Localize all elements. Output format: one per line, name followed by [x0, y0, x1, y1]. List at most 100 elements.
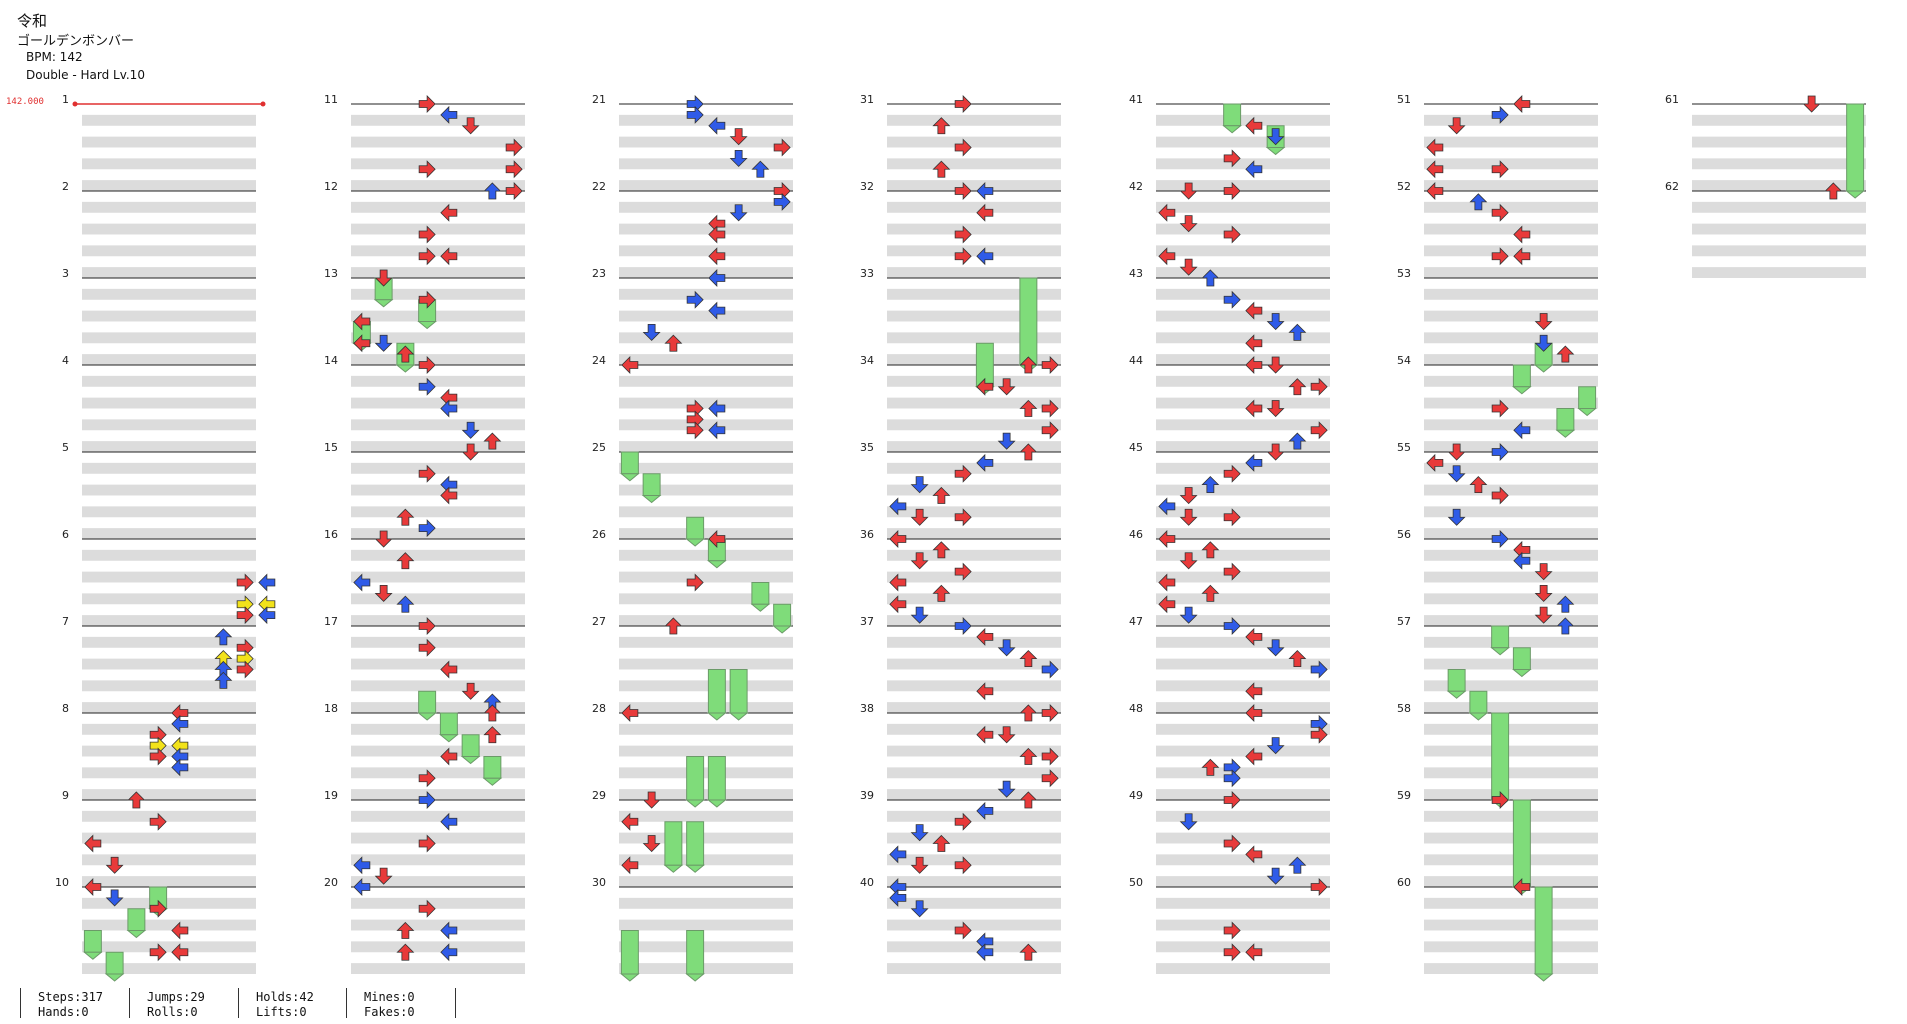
hold-tail: [685, 864, 705, 873]
measure-number: 27: [592, 615, 606, 628]
measure-number: 25: [592, 441, 606, 454]
beat-stripe: [1156, 245, 1330, 257]
beat-stripe: [1424, 245, 1598, 257]
down-arrow-icon: [1179, 552, 1198, 570]
down-arrow-icon: [374, 269, 393, 287]
measure-number: 31: [860, 93, 874, 106]
beat-stripe: [1692, 267, 1866, 278]
beat-stripe: [351, 245, 525, 257]
beat-stripe: [82, 201, 256, 213]
hold-tail: [685, 973, 705, 982]
left-arrow-icon: [889, 595, 907, 614]
down-arrow-icon: [1266, 867, 1285, 885]
beat-stripe: [619, 441, 793, 452]
beat-stripe: [82, 876, 256, 887]
beat-stripe: [351, 158, 525, 170]
down-arrow-icon: [374, 867, 393, 885]
beat-stripe: [887, 941, 1061, 953]
beat-stripe: [887, 397, 1061, 409]
hold-tail: [1845, 190, 1865, 199]
beat-stripe: [1156, 702, 1330, 713]
right-arrow-icon: [418, 356, 436, 374]
beat-stripe: [887, 745, 1061, 757]
hold-body: [1491, 712, 1510, 801]
beat-stripe: [887, 789, 1061, 800]
hold-body: [620, 451, 639, 475]
beat-stripe: [1424, 549, 1598, 561]
beat-stripe: [1424, 267, 1598, 278]
beat-stripe: [887, 897, 1061, 909]
hold-tail: [1577, 407, 1597, 417]
step-chart: 1234567891011121314151617181920212223242…: [55, 93, 1866, 982]
beat-stripe: [887, 201, 1061, 213]
hold-tail: [1446, 690, 1467, 699]
left-arrow-icon: [889, 845, 907, 864]
hold-body: [664, 821, 683, 866]
beat-stripe: [1156, 919, 1330, 931]
beat-stripe: [887, 571, 1061, 583]
beat-stripe: [1156, 332, 1330, 344]
up-arrow-icon: [1201, 476, 1220, 494]
measure-number: 55: [1397, 441, 1411, 454]
left-arrow-icon: [1245, 845, 1263, 864]
right-arrow-icon: [1491, 247, 1509, 266]
left-arrow-icon: [84, 834, 102, 853]
up-arrow-icon: [932, 541, 951, 559]
beat-stripe: [82, 419, 256, 431]
down-arrow-icon: [1534, 313, 1553, 331]
right-arrow-icon: [418, 225, 436, 244]
beat-stripe: [1424, 528, 1598, 539]
up-arrow-icon: [214, 628, 233, 646]
measure-number: 54: [1397, 354, 1411, 367]
down-arrow-icon: [910, 552, 929, 570]
hold-tail: [460, 755, 481, 765]
beat-stripe: [1692, 223, 1866, 235]
measure-number: 19: [324, 789, 338, 802]
beat-stripe: [351, 397, 525, 409]
beat-stripe: [351, 506, 525, 518]
beat-stripe: [82, 484, 256, 496]
up-arrow-icon: [1019, 399, 1038, 417]
right-arrow-icon: [954, 225, 972, 244]
left-arrow-icon: [976, 725, 994, 744]
beat-stripe: [1424, 158, 1598, 170]
measure-number: 8: [62, 702, 69, 715]
down-arrow-icon: [1266, 356, 1285, 374]
beat-stripe: [351, 288, 525, 300]
hold-body: [1447, 669, 1466, 692]
measure-number: 46: [1129, 528, 1143, 541]
beat-stripe: [1156, 354, 1330, 365]
beat-stripe: [351, 702, 525, 713]
beat-stripe: [82, 810, 256, 822]
hold-tail: [663, 864, 684, 873]
left-arrow-icon: [621, 704, 639, 722]
beat-stripe: [1424, 702, 1598, 713]
hold-tail: [1512, 386, 1532, 395]
left-arrow-icon: [976, 247, 994, 266]
hold-tail: [685, 799, 705, 808]
up-arrow-icon: [396, 943, 415, 961]
down-arrow-icon: [1179, 487, 1198, 505]
beat-stripe: [619, 354, 793, 365]
left-arrow-icon: [1426, 138, 1444, 157]
beat-stripe: [887, 310, 1061, 322]
down-arrow-icon: [997, 432, 1016, 450]
left-arrow-icon: [1158, 530, 1176, 548]
beat-stripe: [82, 310, 256, 322]
left-arrow-icon: [171, 921, 189, 940]
beat-stripe: [887, 876, 1061, 887]
beat-stripe: [351, 832, 525, 844]
beat-stripe: [887, 767, 1061, 779]
down-arrow-icon: [1179, 508, 1198, 526]
right-arrow-icon: [418, 899, 436, 918]
measure-number: 52: [1397, 180, 1411, 193]
measure-number: 36: [860, 528, 874, 541]
measure-number: 37: [860, 615, 874, 628]
up-arrow-icon: [932, 160, 951, 178]
measure-number: 28: [592, 702, 606, 715]
beat-stripe: [619, 702, 793, 713]
beat-stripe: [1156, 114, 1330, 126]
down-arrow-icon: [1179, 215, 1198, 233]
down-arrow-icon: [1179, 258, 1198, 276]
hold-body: [729, 669, 748, 714]
